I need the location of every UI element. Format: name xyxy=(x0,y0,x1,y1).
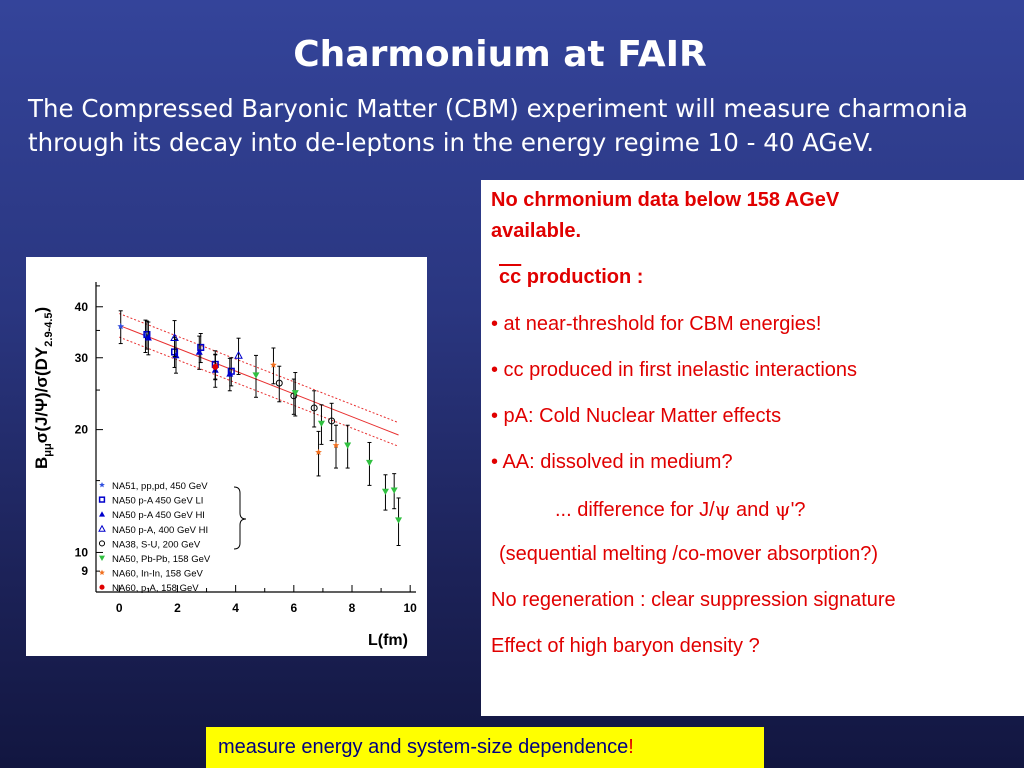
sequential-melting-line: (sequential melting /co-mover absorption… xyxy=(499,543,879,565)
chart-legend: NA51, pp,pd, 450 GeV NA50 p-A 450 GeV LI N… xyxy=(98,481,211,594)
data-point xyxy=(310,404,318,412)
legend-marker xyxy=(99,555,105,561)
footer-text: measure energy and system-size dependenc… xyxy=(218,736,629,758)
slide-title: Charmonium at FAIR xyxy=(293,34,707,75)
y-title-close: ) xyxy=(32,307,51,313)
y-title-sub: μμ xyxy=(42,443,54,456)
fit-band-lower xyxy=(119,336,399,447)
difference-post: '? xyxy=(790,499,806,521)
production-label: production : xyxy=(521,266,644,288)
data-point xyxy=(317,420,325,428)
psi-symbol: ψ xyxy=(714,497,731,521)
legend-marker xyxy=(98,524,106,532)
data-point xyxy=(197,343,205,351)
cc-overline-label: cc xyxy=(499,266,522,288)
legend-label: NA50 p-A, 400 GeV HI xyxy=(112,525,208,536)
fit-band-upper xyxy=(119,313,399,424)
no-regeneration-line: No regeneration : clear suppression sign… xyxy=(491,589,896,611)
footer-banner: measure energy and system-size dependenc… xyxy=(206,727,764,768)
data-point xyxy=(195,348,203,355)
difference-pre: ... difference for J/ xyxy=(555,499,715,521)
available-line: available. xyxy=(491,220,582,242)
data-point xyxy=(275,379,283,387)
chart-panel: 0 2 4 6 8 10 10 20 30 40 9 Bμμσ(J/Ψ)/σ(DY2.9-4.5) … xyxy=(26,257,427,656)
legend-label: NA51, pp,pd, 450 GeV xyxy=(112,481,208,492)
legend-label: NA50, Pb-Pb, 158 GeV xyxy=(112,554,211,565)
data-point xyxy=(234,350,243,359)
x-tick-label: 4 xyxy=(232,601,239,615)
legend-brace xyxy=(233,486,247,550)
legend-marker xyxy=(98,496,106,503)
data-point xyxy=(144,334,152,341)
legend-label: NA38, S-U, 200 GeV xyxy=(112,539,201,550)
x-tick-label: 8 xyxy=(349,601,356,615)
legend-label: NA50 p-A 450 GeV HI xyxy=(112,510,205,521)
data-point xyxy=(365,459,373,467)
x-tick-label: 10 xyxy=(404,601,418,615)
x-axis-title: L(fm) xyxy=(368,632,408,649)
data-point xyxy=(390,487,398,494)
legend-label: NA50 p-A 450 GeV LI xyxy=(112,496,203,507)
y-tick-label: 10 xyxy=(75,545,89,559)
fit-line xyxy=(119,324,399,436)
legend-marker xyxy=(99,584,105,590)
y-title-range: 2.9-4.5 xyxy=(43,312,55,346)
data-point xyxy=(117,322,125,330)
data-point xyxy=(395,517,403,524)
legend-marker xyxy=(98,540,106,547)
data-point xyxy=(170,333,179,341)
y-tick-label: 20 xyxy=(75,423,89,437)
x-tick-label: 2 xyxy=(174,601,181,615)
data-point xyxy=(212,363,219,370)
intro-paragraph: The Compressed Baryonic Matter (CBM) exp… xyxy=(28,94,968,157)
psi-prime-symbol: ψ xyxy=(774,497,791,521)
y-title-rest: σ(J/Ψ)/σ(DY xyxy=(32,346,51,443)
legend-marker xyxy=(99,569,105,575)
cc-production-heading: cc production : xyxy=(499,266,643,289)
y-tick-label: 30 xyxy=(75,351,89,365)
x-tick-label: 6 xyxy=(290,601,297,615)
data-point xyxy=(328,417,336,425)
y-title-main: B xyxy=(32,457,51,469)
data-point xyxy=(226,370,234,377)
footer-exclamation: ! xyxy=(628,736,634,758)
legend-label: NA60, In-In, 158 GeV xyxy=(112,569,203,580)
legend-label: NA60, p-A, 158 GeV xyxy=(112,583,199,594)
data-point xyxy=(291,390,299,397)
y-axis-title: Bμμσ(J/Ψ)/σ(DY2.9-4.5) xyxy=(32,307,55,469)
data-point xyxy=(270,361,277,368)
y-tick-label: 40 xyxy=(75,300,89,314)
data-point xyxy=(252,372,260,379)
bullet-pa-cold-matter: • pA: Cold Nuclear Matter effects xyxy=(491,405,782,427)
baryon-density-line: Effect of high baryon density ? xyxy=(491,635,760,657)
data-point xyxy=(344,442,352,449)
y-tick-label: 9 xyxy=(81,564,88,578)
data-point xyxy=(315,448,322,456)
bullet-threshold: • at near-threshold for CBM energies! xyxy=(491,313,822,335)
bullet-first-interactions: • cc produced in first inelastic interac… xyxy=(491,359,858,381)
difference-line: ... difference for J/ψ and ψ'? xyxy=(555,497,806,522)
no-data-line: No chrmonium data below 158 AGeV xyxy=(491,189,840,211)
bullet-aa-dissolved: • AA: dissolved in medium? xyxy=(491,451,733,473)
legend-marker xyxy=(99,511,105,517)
data-point xyxy=(381,488,389,496)
difference-mid: and xyxy=(730,499,775,521)
data-point xyxy=(332,441,340,449)
x-tick-label: 0 xyxy=(116,601,123,615)
notes-box: No chrmonium data below 158 AGeV availab… xyxy=(481,180,1024,716)
legend-marker xyxy=(99,482,105,488)
